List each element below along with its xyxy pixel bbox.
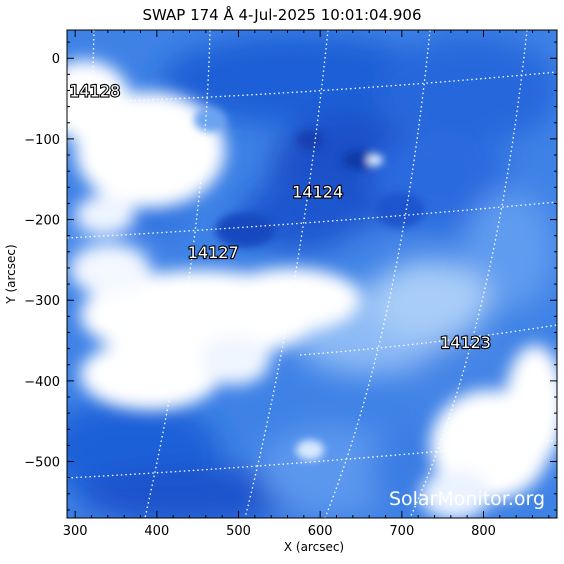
y-axis: 0 −100 −200 −300 −400 −500 — [24, 41, 557, 511]
y-tick-label: 0 — [52, 52, 60, 67]
solarmonitor-watermark: SolarMonitor.org — [389, 488, 545, 510]
grid-latitude-line — [67, 71, 557, 104]
y-axis-label: Y (arcsec) — [4, 244, 18, 304]
grid-latitude-line — [67, 201, 557, 239]
x-tick-label: 700 — [389, 524, 414, 539]
y-tick-label: −200 — [24, 214, 60, 229]
x-axis: 300 400 500 600 700 800 — [63, 30, 550, 539]
active-region-label: 14127 — [188, 243, 239, 262]
plot-frame — [66, 29, 558, 519]
grid-longitude-line — [244, 30, 329, 518]
grid-latitude-line — [67, 439, 557, 479]
grid-latitude-line — [299, 324, 557, 356]
active-region-labels: 14128 14124 14127 14123 — [68, 80, 492, 353]
y-tick-label: −100 — [24, 133, 60, 148]
x-tick-label: 500 — [226, 524, 251, 539]
heliographic-grid — [67, 30, 557, 518]
grid-longitude-line — [144, 30, 211, 518]
active-region-label: 14124 — [292, 182, 343, 201]
x-axis-label: X (arcsec) — [284, 540, 344, 554]
y-tick-label: −500 — [24, 456, 60, 471]
plot-title: SWAP 174 Å 4-Jul-2025 10:01:04.906 — [142, 5, 421, 24]
x-tick-label: 600 — [308, 524, 333, 539]
grid-longitude-line — [324, 30, 431, 518]
solar-euv-image — [67, 30, 557, 518]
active-region-label: 14123 — [440, 333, 491, 352]
y-tick-label: −300 — [24, 294, 60, 309]
y-tick-label: −400 — [24, 375, 60, 390]
grid-longitude-line — [409, 30, 528, 518]
active-region-label: 14128 — [69, 81, 120, 100]
x-tick-label: 400 — [144, 524, 169, 539]
x-tick-label: 800 — [471, 524, 496, 539]
x-tick-label: 300 — [63, 524, 88, 539]
